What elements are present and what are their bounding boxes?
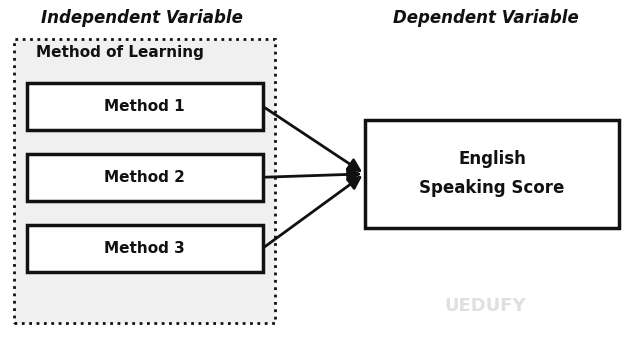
Text: Method 2: Method 2	[104, 170, 185, 185]
Text: Independent Variable: Independent Variable	[41, 9, 243, 27]
FancyBboxPatch shape	[27, 225, 262, 272]
FancyBboxPatch shape	[14, 39, 275, 323]
FancyBboxPatch shape	[27, 83, 262, 130]
Text: Dependent Variable: Dependent Variable	[393, 9, 579, 27]
Text: UEDUFY: UEDUFY	[445, 297, 527, 315]
Text: English
Speaking Score: English Speaking Score	[419, 150, 564, 197]
Text: Method of Learning: Method of Learning	[36, 45, 204, 60]
FancyBboxPatch shape	[27, 153, 262, 201]
Text: Method 1: Method 1	[104, 99, 185, 114]
Text: Method 3: Method 3	[104, 241, 185, 256]
FancyBboxPatch shape	[365, 120, 620, 228]
